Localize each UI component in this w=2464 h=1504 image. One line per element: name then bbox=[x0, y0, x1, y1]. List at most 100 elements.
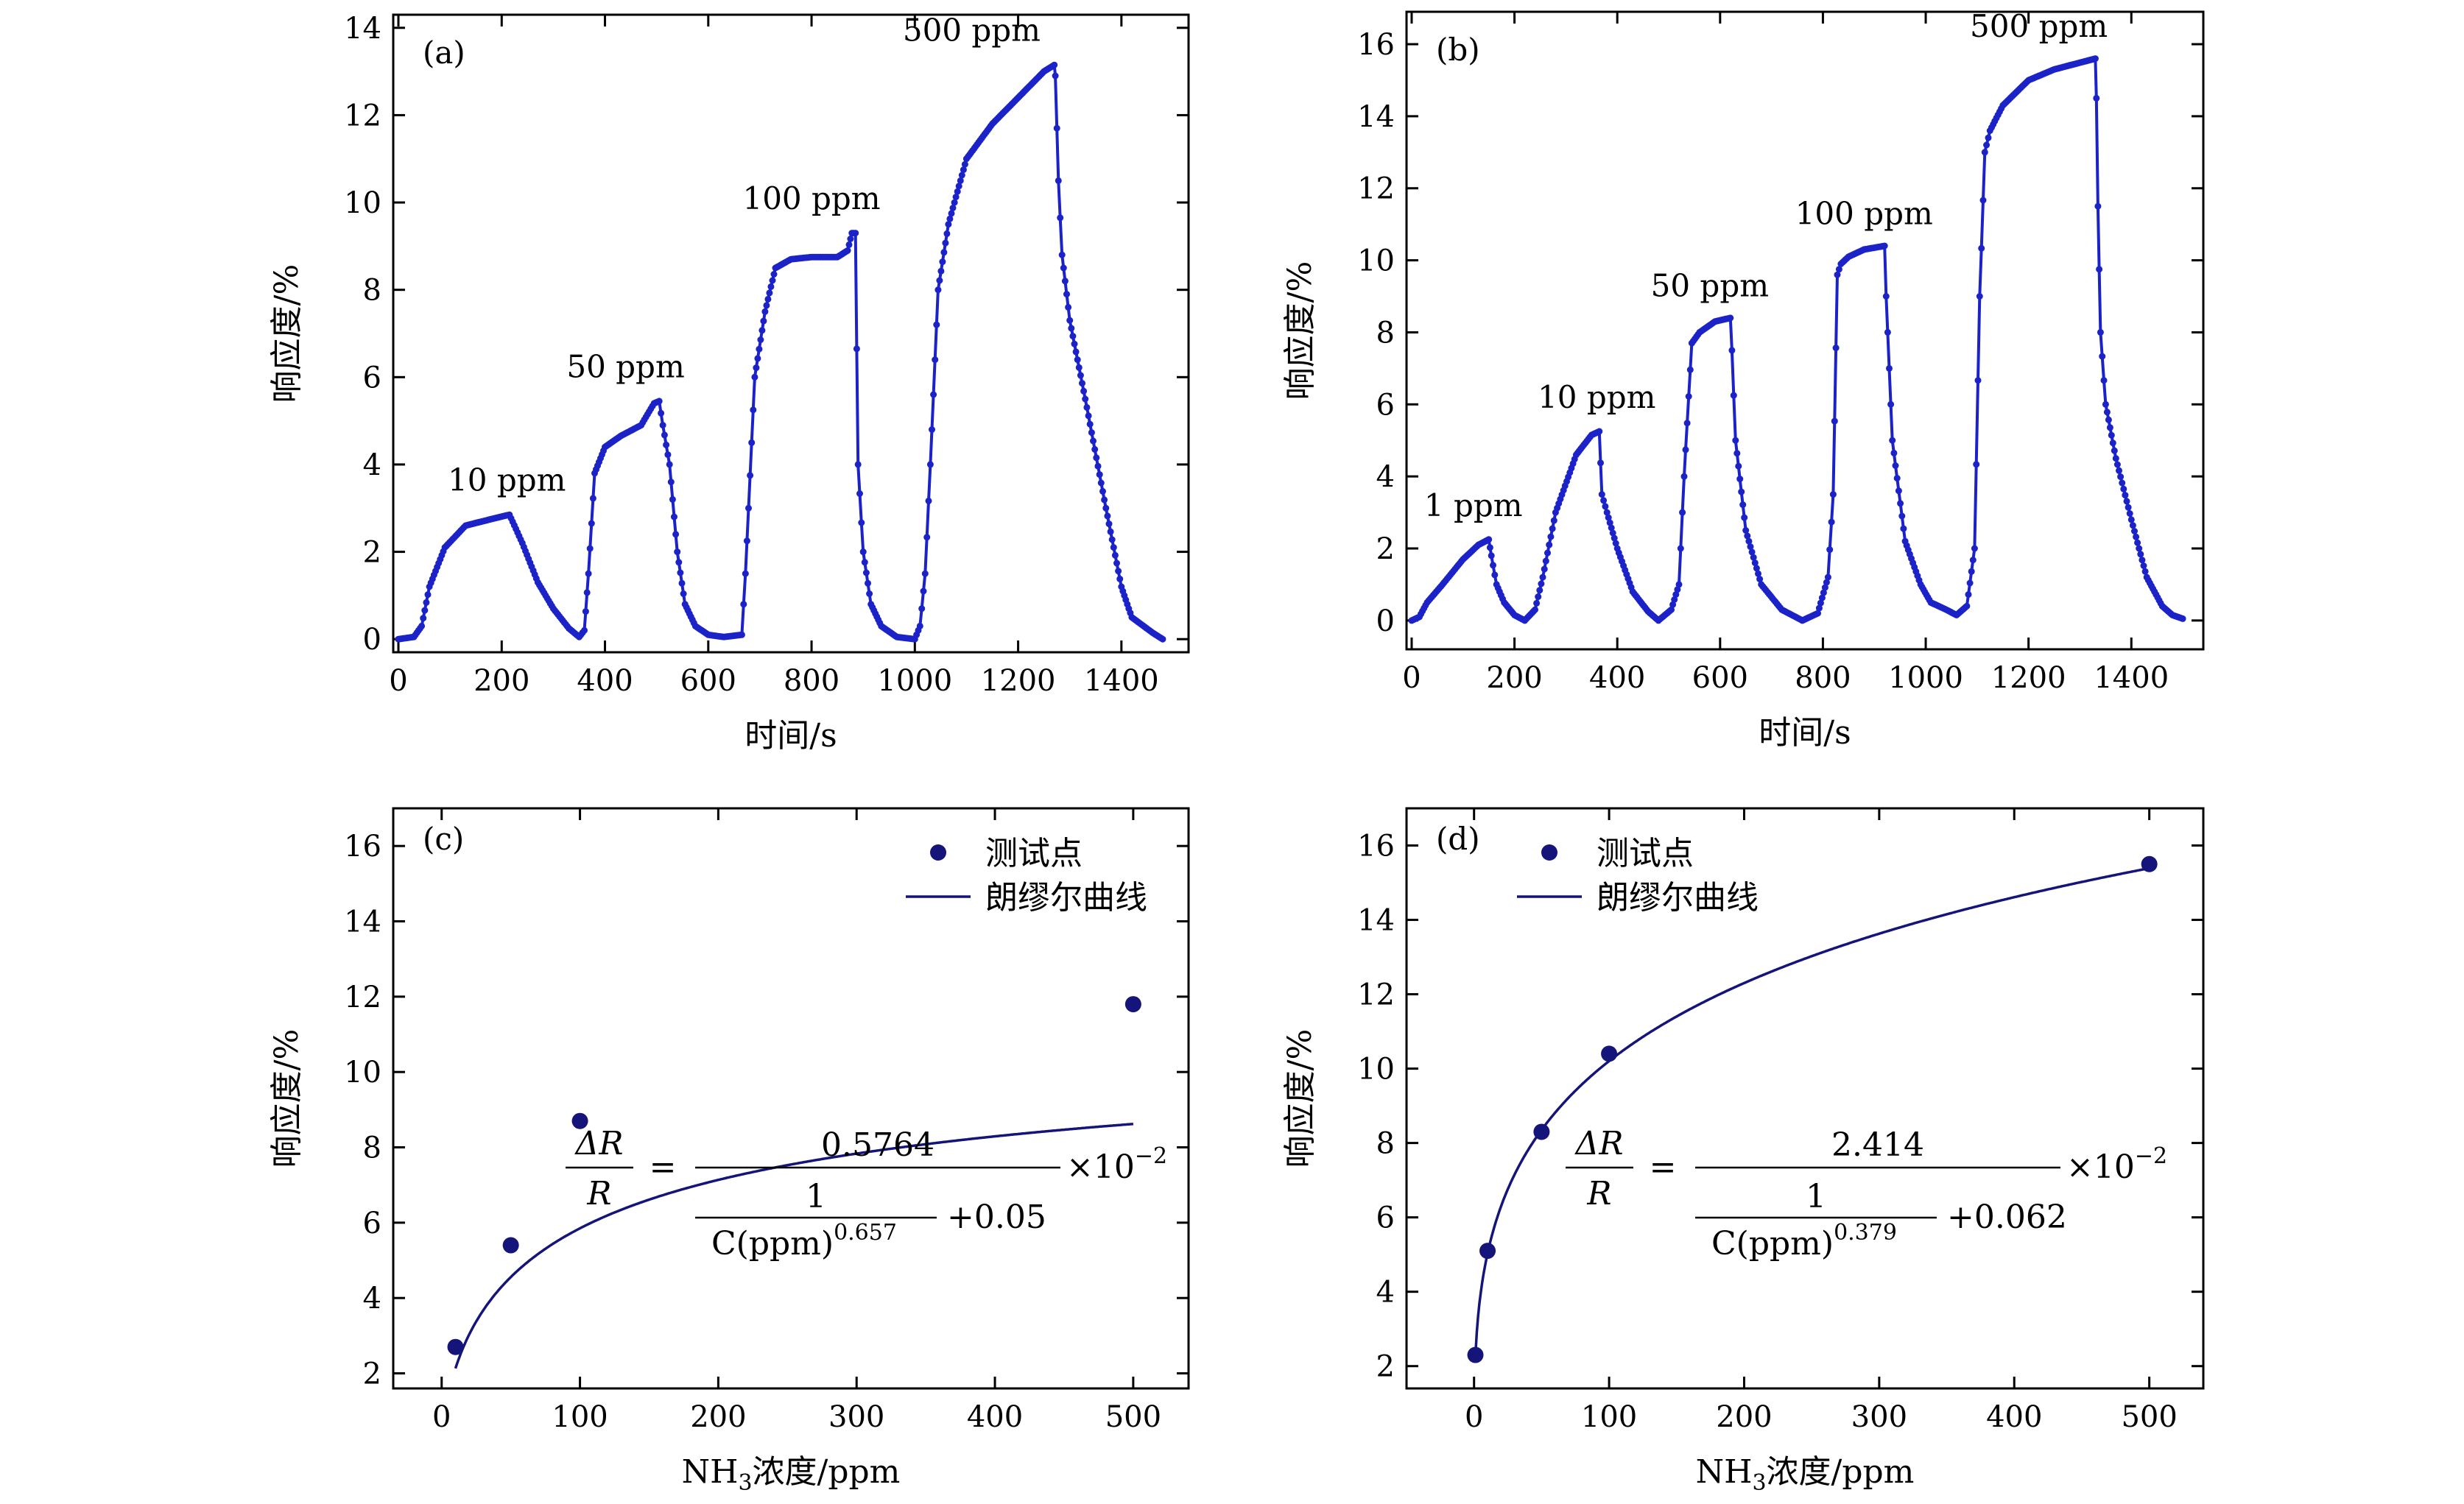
data-point bbox=[680, 590, 687, 597]
legend-point-symbol bbox=[930, 844, 946, 861]
y-tick-label: 14 bbox=[344, 905, 381, 939]
y-tick-label: 8 bbox=[1376, 316, 1395, 350]
data-point bbox=[1603, 509, 1611, 516]
data-point bbox=[1609, 529, 1616, 537]
test-point bbox=[1124, 996, 1141, 1013]
concentration-annotation: 1 ppm bbox=[1424, 487, 1523, 523]
data-point bbox=[862, 569, 870, 576]
data-point bbox=[1748, 548, 1756, 556]
y-axis-label: 响应度/% bbox=[268, 264, 306, 403]
chart-panel-a: 0 200 400 600 800 1000 1200 1400 0 2 4 6 8 10 12 14 (a) 响… bbox=[268, 12, 1190, 755]
data-point bbox=[1602, 503, 1609, 510]
x-tick-label: 0 bbox=[389, 664, 407, 698]
data-point bbox=[1113, 559, 1120, 567]
data-point bbox=[1536, 587, 1543, 594]
equation-times-ten: ×10 bbox=[1066, 1148, 1135, 1186]
data-point bbox=[1539, 573, 1546, 581]
equation-equals: = bbox=[650, 1148, 677, 1186]
y-tick-label: 2 bbox=[363, 536, 381, 570]
data-point bbox=[1090, 437, 1097, 445]
data-point bbox=[2120, 485, 2127, 492]
data-point bbox=[1965, 591, 1972, 599]
data-point bbox=[960, 166, 967, 174]
data-point bbox=[1488, 552, 1495, 559]
data-point bbox=[1085, 412, 1092, 420]
data-point bbox=[770, 271, 778, 278]
data-point bbox=[1058, 251, 1066, 258]
concentration-annotation: 500 ppm bbox=[903, 13, 1041, 49]
data-point bbox=[1066, 317, 1074, 324]
y-tick-label: 14 bbox=[1357, 904, 1395, 938]
data-point bbox=[948, 210, 955, 217]
data-point bbox=[858, 519, 865, 526]
concentration-annotation: 10 ppm bbox=[1538, 379, 1655, 415]
data-point bbox=[585, 570, 592, 577]
data-point bbox=[1099, 487, 1106, 495]
data-point bbox=[751, 373, 758, 381]
data-point bbox=[420, 615, 427, 622]
x-tick-label: 600 bbox=[680, 664, 736, 698]
data-point bbox=[1745, 537, 1753, 545]
data-point bbox=[1753, 565, 1760, 572]
data-point bbox=[2105, 416, 2112, 423]
x-tick-label: 800 bbox=[784, 664, 839, 698]
data-point bbox=[929, 426, 935, 433]
data-point bbox=[1832, 345, 1840, 352]
data-point bbox=[1061, 278, 1069, 285]
plot-frame bbox=[1405, 807, 2205, 1390]
x-tick-label: 400 bbox=[1986, 1400, 2042, 1434]
test-point bbox=[1479, 1243, 1496, 1260]
data-point bbox=[1079, 380, 1085, 387]
data-point bbox=[2141, 568, 2149, 575]
x-tick-label: 0 bbox=[432, 1400, 451, 1434]
y-axis-label: 响应度/% bbox=[1281, 261, 1319, 400]
y-tick-label: 10 bbox=[344, 186, 381, 220]
equation-scale-factor: ×10−2 bbox=[1066, 1143, 1167, 1186]
data-point bbox=[1111, 551, 1119, 559]
data-point bbox=[1080, 387, 1088, 395]
data-point bbox=[418, 622, 426, 629]
y-tick-label: 0 bbox=[1376, 604, 1395, 638]
data-point bbox=[1815, 604, 1823, 612]
data-point bbox=[2134, 539, 2141, 546]
data-point bbox=[742, 570, 749, 577]
data-point bbox=[1082, 395, 1089, 403]
data-point bbox=[1733, 450, 1741, 457]
data-point bbox=[1893, 475, 1901, 482]
data-point bbox=[1547, 533, 1555, 540]
equation-equals: = bbox=[1650, 1148, 1677, 1186]
data-point bbox=[2131, 528, 2138, 534]
y-tick-label: 2 bbox=[363, 1358, 381, 1391]
data-point bbox=[1053, 124, 1060, 132]
test-point bbox=[447, 1338, 464, 1355]
data-point bbox=[1889, 437, 1896, 444]
data-point bbox=[769, 277, 776, 284]
data-point bbox=[844, 247, 851, 254]
data-point bbox=[936, 277, 943, 284]
x-tick-label: 200 bbox=[1716, 1400, 1772, 1434]
data-point bbox=[932, 356, 939, 364]
data-point bbox=[1110, 544, 1117, 551]
data-point bbox=[1732, 437, 1739, 444]
data-point bbox=[1491, 571, 1499, 579]
y-tick-label: 6 bbox=[1376, 1201, 1395, 1235]
x-tick-label: 300 bbox=[828, 1400, 884, 1434]
x-tick-label: 1400 bbox=[1084, 664, 1159, 698]
y-tick-label: 4 bbox=[363, 448, 381, 482]
data-point bbox=[1881, 242, 1888, 250]
data-point bbox=[1973, 461, 1980, 468]
y-tick-label: 2 bbox=[1376, 532, 1395, 566]
data-point bbox=[1677, 545, 1684, 552]
data-point bbox=[2109, 439, 2116, 447]
data-point bbox=[2108, 431, 2115, 439]
data-point bbox=[1834, 271, 1841, 278]
data-point bbox=[586, 545, 594, 552]
data-point bbox=[949, 205, 957, 211]
x-tick-label: 1000 bbox=[1888, 661, 1963, 695]
data-point bbox=[1979, 197, 1987, 204]
data-point bbox=[1680, 473, 1688, 480]
data-point bbox=[754, 355, 761, 362]
data-point bbox=[1817, 599, 1824, 607]
